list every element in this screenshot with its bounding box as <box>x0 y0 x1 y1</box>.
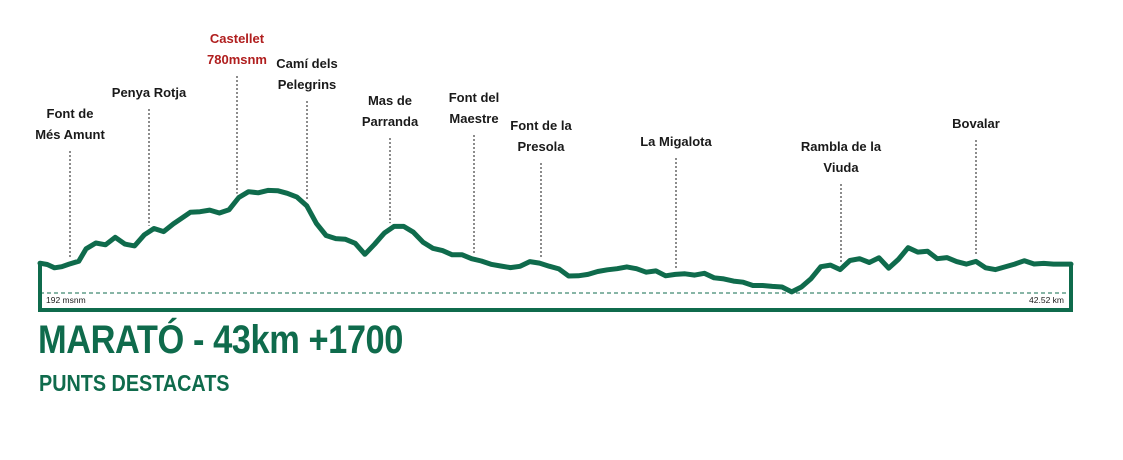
race-title: MARATÓ - 43km +1700 <box>38 318 403 362</box>
total-distance-label: 42.52 km <box>1029 295 1064 305</box>
waypoint-label: Penya Rotja <box>112 85 187 100</box>
race-subtitle: PUNTS DESTACATS <box>39 370 230 396</box>
elevation-line <box>37 187 1074 295</box>
waypoint-label: Castellet 780msnm <box>207 31 267 67</box>
waypoint-label: Camí dels Pelegrins <box>276 56 337 92</box>
profile-frame <box>38 263 1073 312</box>
waypoint-label: Rambla de la Viuda <box>801 139 882 175</box>
waypoint-label: Mas de Parranda <box>362 93 419 129</box>
waypoint-layer: Font de Més Amunt Penya Rotja Castellet 780m… <box>35 31 1000 269</box>
elevation-profile-chart: Font de Més Amunt Penya Rotja Castellet 780m… <box>35 31 1074 312</box>
waypoint-label: Font de la Presola <box>510 118 572 154</box>
waypoint-label: Font del Maestre <box>449 90 500 126</box>
waypoint-label: Font de Més Amunt <box>35 106 105 142</box>
waypoint-label: Bovalar <box>952 116 1000 131</box>
base-elevation-label: 192 msnm <box>46 295 86 305</box>
waypoint-label: La Migalota <box>640 134 712 149</box>
